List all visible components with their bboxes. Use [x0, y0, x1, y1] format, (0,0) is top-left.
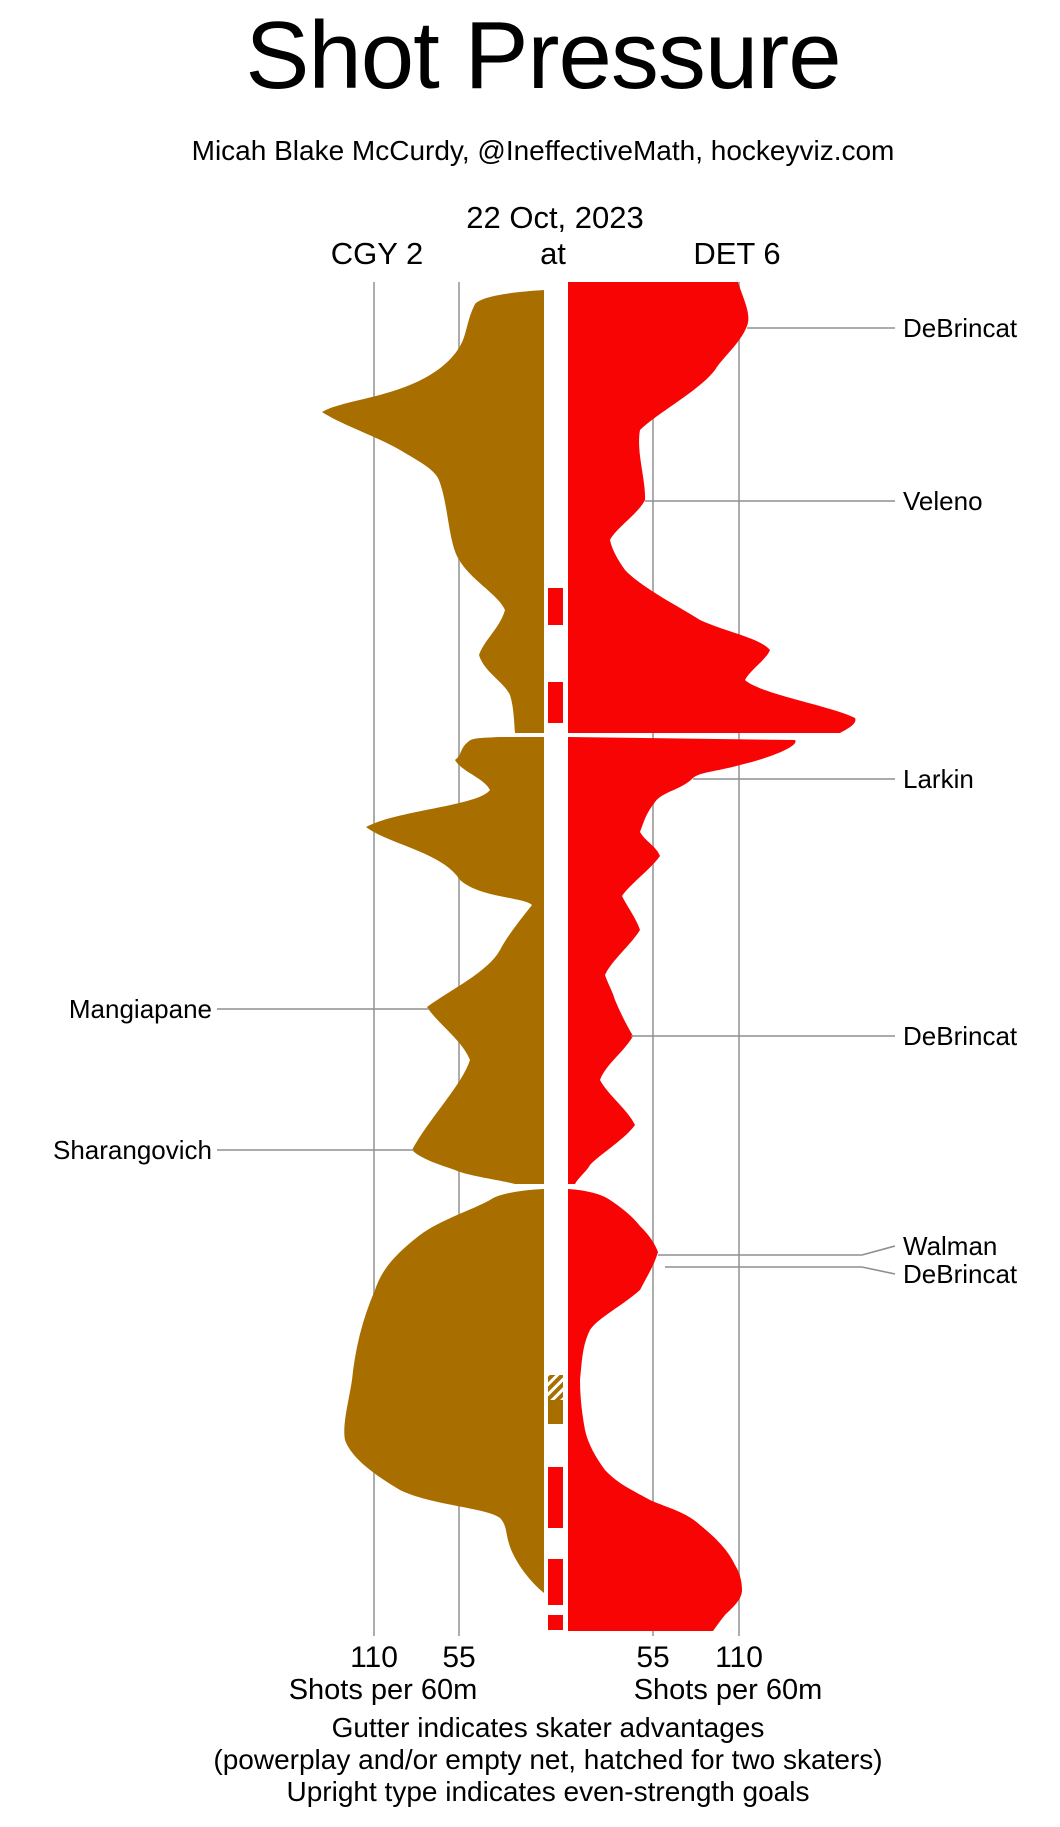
axis-tick-right-110: 110: [715, 1641, 763, 1674]
game-date: 22 Oct, 2023: [466, 200, 644, 235]
shot-pressure-violins: [322, 282, 856, 1631]
page-title: Shot Pressure: [245, 2, 841, 109]
goal-label-sharangovich: Sharangovich: [53, 1135, 212, 1165]
goal-connector-lines: [217, 327, 896, 1275]
attribution-subtitle: Micah Blake McCurdy, @IneffectiveMath, h…: [191, 135, 895, 166]
at-label: at: [540, 236, 566, 271]
axis-tick-left-110: 110: [350, 1641, 398, 1674]
goal-label-mangiapane: Mangiapane: [68, 994, 212, 1024]
footer-gutter-note: Gutter indicates skater advantages: [331, 1712, 765, 1743]
footer-upright-note: Upright type indicates even-strength goa…: [286, 1776, 810, 1807]
goal-label-veleno: Veleno: [903, 486, 983, 516]
axis-tick-left-55: 55: [442, 1641, 476, 1674]
home-team-score: DET 6: [693, 236, 781, 271]
goal-label-debrincat-2: DeBrincat: [903, 1021, 1018, 1051]
footer-powerplay-note: (powerplay and/or empty net, hatched for…: [213, 1744, 883, 1775]
goal-label-debrincat-3: DeBrincat: [903, 1259, 1018, 1289]
axis-label-right: Shots per 60m: [633, 1674, 823, 1706]
goal-label-larkin: Larkin: [903, 764, 974, 794]
goal-label-debrincat-1: DeBrincat: [903, 313, 1018, 343]
goal-label-walman: Walman: [903, 1231, 998, 1261]
skater-advantage-gutter: [548, 588, 563, 1630]
away-team-score: CGY 2: [330, 236, 424, 271]
axis-tick-right-55: 55: [636, 1641, 670, 1674]
axis-label-left: Shots per 60m: [288, 1674, 478, 1706]
